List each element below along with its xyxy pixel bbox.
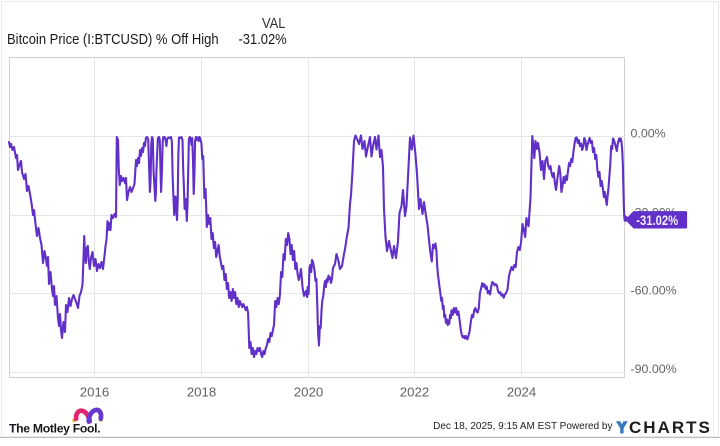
svg-text:CHARTS: CHARTS <box>629 418 712 437</box>
svg-text:Dec 18, 2025, 9:15 AM EST Powe: Dec 18, 2025, 9:15 AM EST Powered by <box>433 421 612 432</box>
svg-text:2022: 2022 <box>400 384 430 399</box>
svg-text:-90.00%: -90.00% <box>631 362 677 376</box>
svg-text:Bitcoin Price (I:BTCUSD) % Off: Bitcoin Price (I:BTCUSD) % Off High <box>7 32 219 48</box>
svg-text:0.00%: 0.00% <box>631 127 666 141</box>
svg-text:The Motley Fool.: The Motley Fool. <box>9 422 100 436</box>
svg-text:2020: 2020 <box>294 384 324 399</box>
svg-text:-31.02%: -31.02% <box>636 212 678 228</box>
svg-text:VAL: VAL <box>262 16 286 32</box>
svg-text:2024: 2024 <box>507 384 537 399</box>
svg-text:-31.02%: -31.02% <box>239 32 287 48</box>
svg-text:2018: 2018 <box>187 384 217 399</box>
svg-text:2016: 2016 <box>80 384 110 399</box>
svg-text:-60.00%: -60.00% <box>631 284 677 298</box>
